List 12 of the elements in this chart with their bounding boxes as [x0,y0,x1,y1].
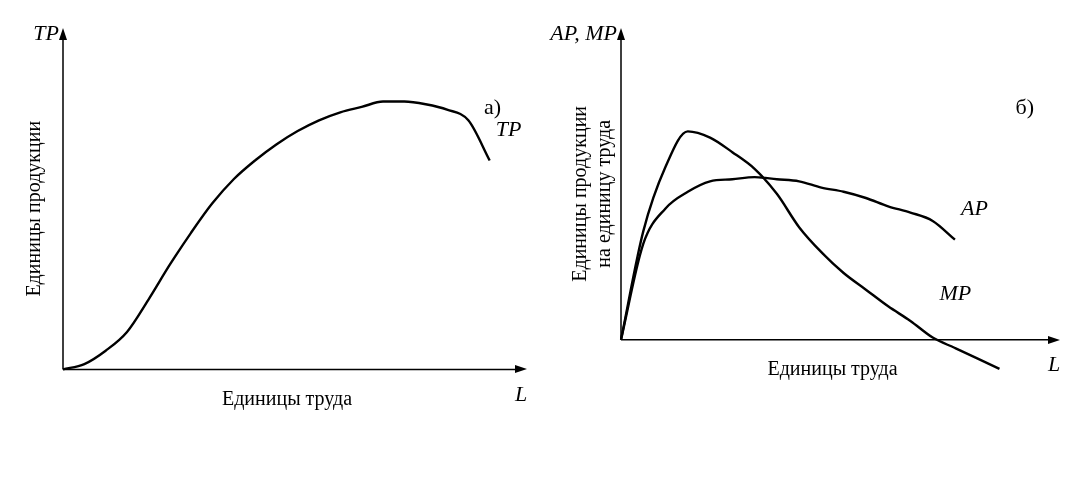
text: L [513,381,528,407]
text: б) [1015,93,1034,119]
series-label: AP [958,195,988,221]
annotation: L [1046,351,1061,377]
series-label: MP [938,279,972,305]
y-axis-title: Единицы продукции на единицу труда [568,105,616,282]
x-axis-title: Единицы труда [767,356,898,380]
y-axis-title: Единицы продукции [22,120,46,297]
x-axis-title: Единицы труда [221,386,353,410]
text: AP, MP [548,19,617,45]
text: TP [33,19,59,45]
annotation: а) [483,93,501,119]
